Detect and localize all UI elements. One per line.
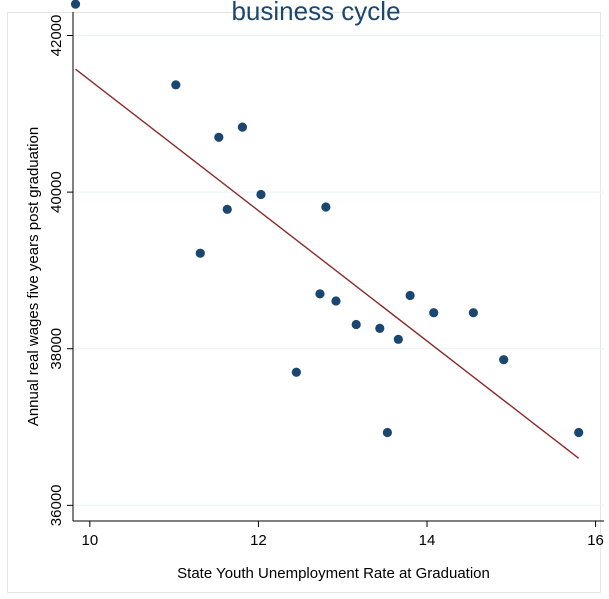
data-point-20 — [574, 427, 584, 438]
data-point-6 — [237, 122, 248, 132]
fit-line — [75, 68, 580, 459]
data-point-19 — [499, 355, 509, 365]
data-point-9 — [315, 289, 325, 299]
data-point-16 — [405, 290, 415, 301]
data-point-4 — [214, 132, 224, 142]
data-point-5 — [222, 204, 232, 214]
data-point-1 — [70, 0, 81, 9]
chart-title: business cycle — [231, 0, 400, 26]
points-layer — [70, 0, 584, 438]
chart-border — [7, 12, 601, 593]
x-axis-title: State Youth Unemployment Rate at Graduat… — [177, 565, 490, 582]
data-point-11 — [331, 296, 341, 306]
y-tick-label: 36000 — [48, 484, 65, 526]
data-point-8 — [291, 367, 301, 377]
axes — [67, 12, 604, 527]
gridlines — [73, 34, 604, 506]
x-tick-label: 14 — [419, 532, 436, 549]
data-point-13 — [375, 323, 385, 333]
data-point-3 — [195, 248, 205, 258]
y-tick-label: 38000 — [48, 328, 65, 370]
x-tick-label: 16 — [587, 532, 604, 549]
data-point-2 — [171, 80, 181, 90]
data-point-7 — [256, 189, 266, 200]
data-point-10 — [321, 202, 331, 212]
fit-line-layer — [75, 68, 580, 459]
data-point-15 — [393, 334, 403, 344]
labels-layer: 10 12 14 16 36000 38000 40000 42000 State Youth … — [25, 0, 604, 582]
data-point-12 — [351, 319, 361, 330]
data-point-17 — [429, 308, 439, 318]
x-tick-label: 10 — [82, 532, 99, 549]
y-tick-label: 40000 — [48, 171, 65, 213]
data-point-18 — [468, 308, 478, 318]
data-point-14 — [382, 427, 392, 438]
y-tick-label: 42000 — [48, 15, 65, 57]
y-axis-title: Annual real wages five years post gradua… — [25, 127, 42, 426]
x-tick-label: 12 — [250, 532, 267, 549]
